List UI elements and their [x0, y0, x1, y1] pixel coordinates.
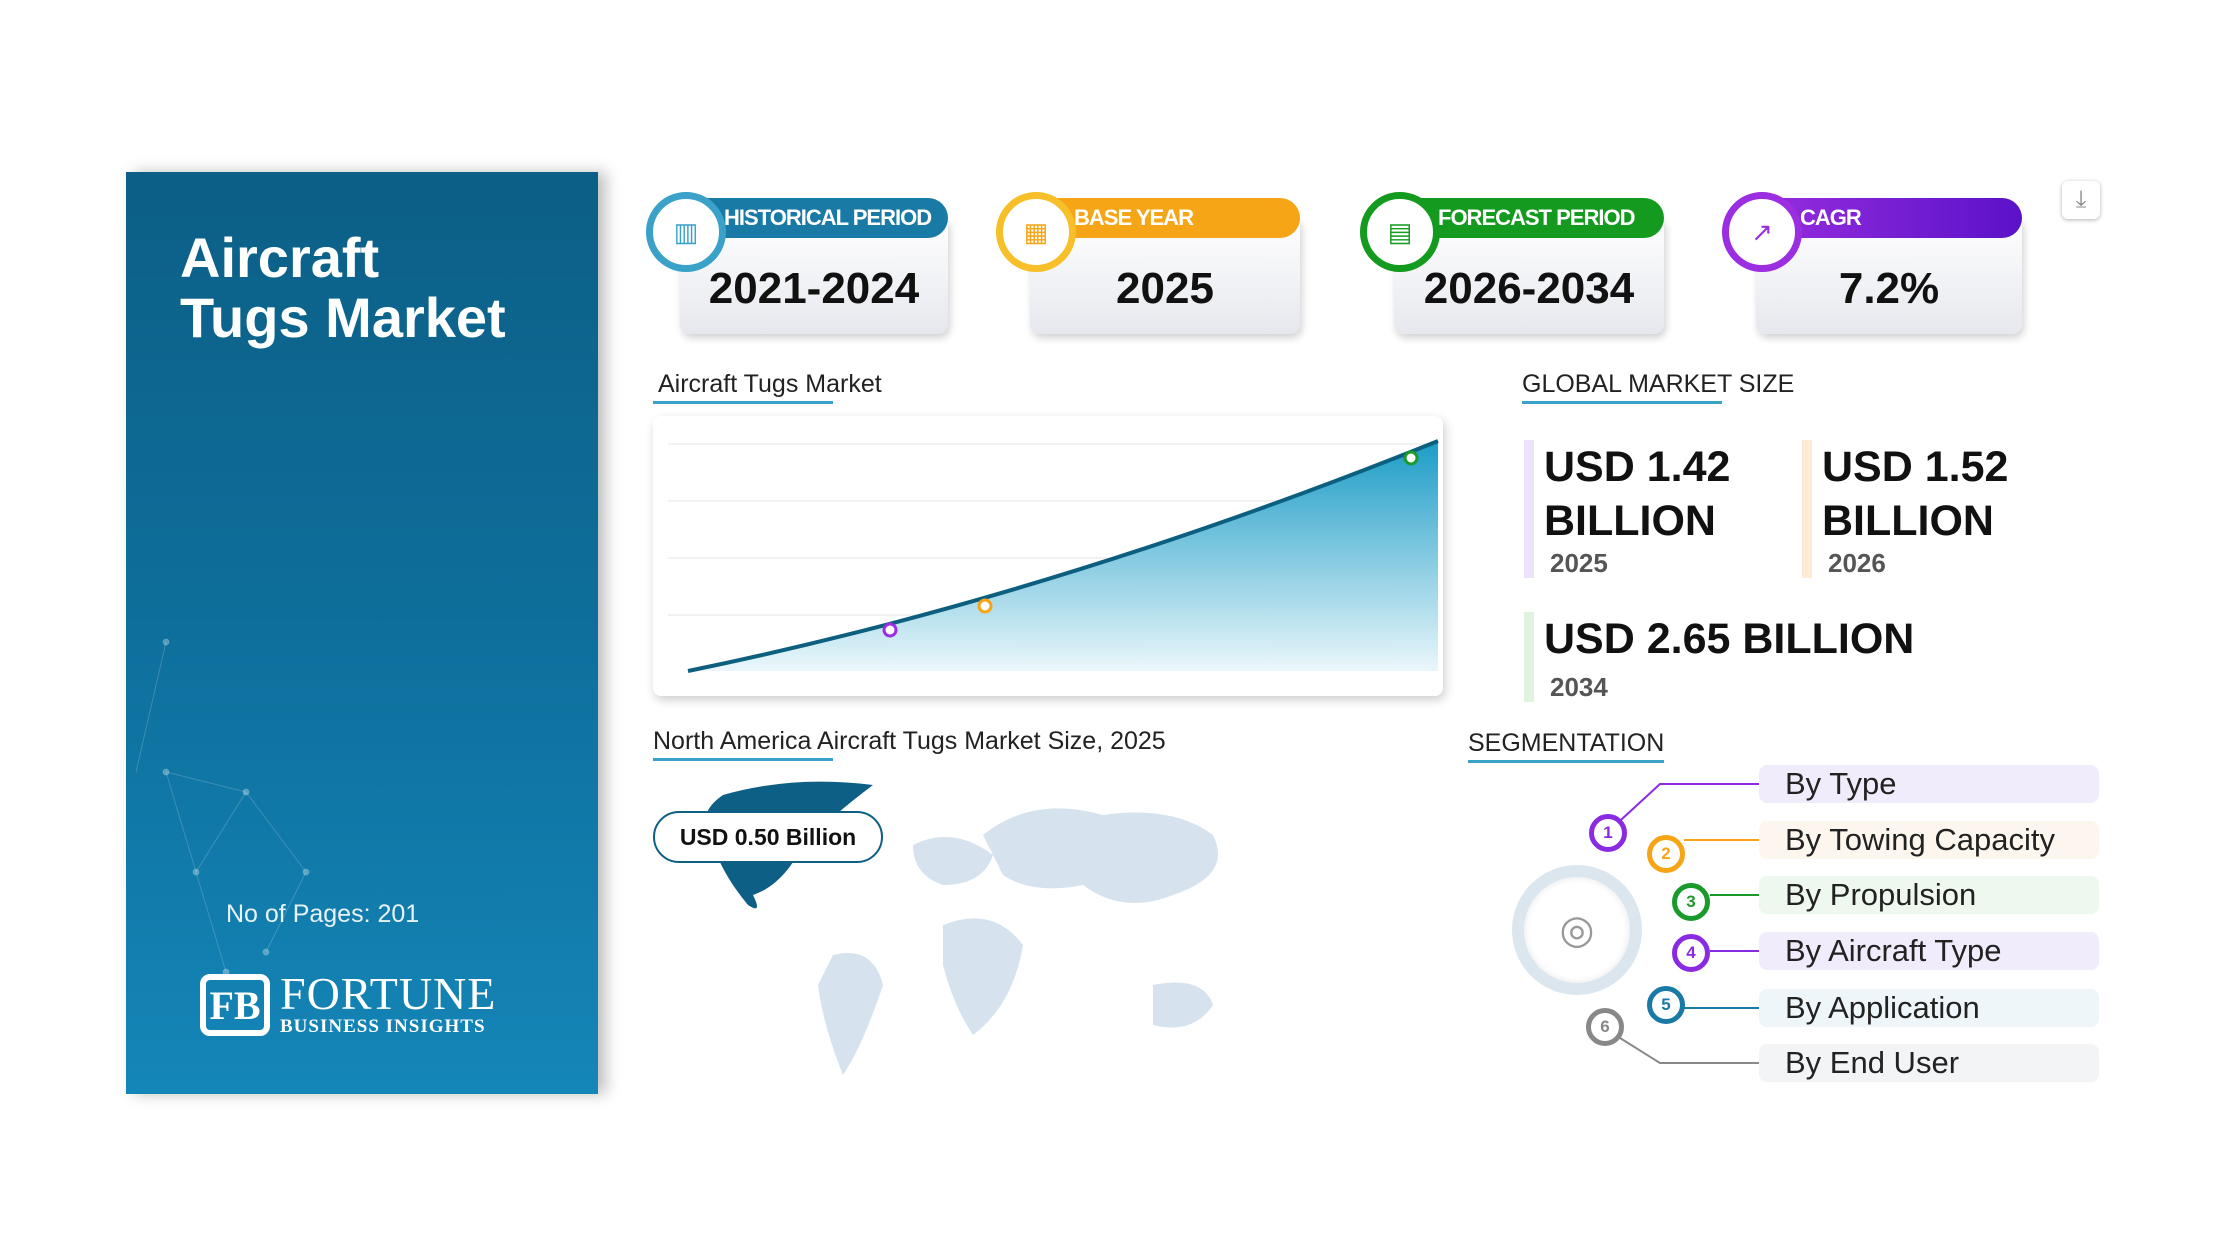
- segment-number-2: 2: [1647, 835, 1685, 873]
- card-forecast-period: FORECAST PERIOD ▤ 2026-2034: [1360, 192, 1664, 338]
- title-line-1: Aircraft: [180, 226, 380, 289]
- market-growth-chart: [653, 416, 1443, 696]
- segment-by-application[interactable]: By Application: [1759, 989, 2099, 1027]
- segment-number-6: 6: [1586, 1008, 1624, 1046]
- card-value: 2021-2024: [708, 264, 920, 313]
- report-cover-panel: Aircraft Tugs Market No of Pages: 201 FB …: [126, 172, 598, 1094]
- point-2025: [882, 622, 898, 638]
- card-cagr: CAGR ↗ 7.2%: [1722, 192, 2022, 338]
- forecast-chart-icon: ▤: [1360, 192, 1440, 272]
- segment-by-type[interactable]: By Type: [1759, 765, 2099, 803]
- point-2026: [977, 598, 993, 614]
- card-base-year: BASE YEAR ▦ 2025: [996, 192, 1300, 338]
- chart-title: Aircraft Tugs Market: [658, 370, 882, 398]
- segment-number-4: 4: [1672, 934, 1710, 972]
- market-value-2026: USD 1.52 BILLION: [1822, 443, 2009, 545]
- segment-number-5: 5: [1647, 986, 1685, 1024]
- page-count: No of Pages: 201: [226, 900, 420, 928]
- report-title: Aircraft Tugs Market: [180, 228, 506, 348]
- network-decoration: [135, 638, 310, 976]
- calendar-icon: ▦: [996, 192, 1076, 272]
- north-america-value-badge: USD 0.50 Billion: [653, 811, 883, 863]
- area-fill: [688, 441, 1438, 671]
- title-line-2: Tugs Market: [180, 286, 506, 349]
- card-historical-period: HISTORICAL PERIOD ▥ 2021-2024: [646, 192, 948, 338]
- segmentation-title: SEGMENTATION: [1468, 729, 1665, 757]
- market-2025: USD 1.42 BILLION 2025: [1524, 440, 1774, 578]
- logo-text: FORTUNE: [280, 968, 497, 1019]
- bar-chart-icon: ▥: [646, 192, 726, 272]
- market-year-2026: 2026: [1828, 548, 1886, 578]
- global-market-size-title: GLOBAL MARKET SIZE: [1522, 370, 1795, 398]
- fortune-logo: FB FORTUNE BUSINESS INSIGHTS: [200, 968, 497, 1038]
- map-title: North America Aircraft Tugs Market Size,…: [653, 727, 1166, 755]
- card-value: 2025: [1116, 264, 1214, 313]
- market-value-2025: USD 1.42 BILLION: [1544, 443, 1731, 545]
- segment-by-aircraft-type[interactable]: By Aircraft Type: [1759, 932, 2099, 970]
- segment-connectors: [1609, 783, 1759, 1064]
- segment-by-towing-capacity[interactable]: By Towing Capacity: [1759, 821, 2099, 859]
- growth-chart-icon: ↗: [1722, 192, 1802, 272]
- segment-number-3: 3: [1672, 883, 1710, 921]
- logo-mark-icon: FB: [200, 974, 270, 1036]
- segment-by-end-user[interactable]: By End User: [1759, 1044, 2099, 1082]
- segment-by-propulsion[interactable]: By Propulsion: [1759, 876, 2099, 914]
- logo-subtext: BUSINESS INSIGHTS: [280, 1016, 486, 1037]
- market-year-2034: 2034: [1550, 672, 1608, 702]
- market-2034: USD 2.65 BILLION 2034: [1524, 612, 1914, 702]
- market-2026: USD 1.52 BILLION 2026: [1802, 440, 2052, 578]
- trend-line: [687, 439, 1439, 673]
- segment-number-1: 1: [1589, 814, 1627, 852]
- download-icon[interactable]: ⤓: [2062, 181, 2100, 219]
- market-value-2034: USD 2.65 BILLION: [1544, 615, 1915, 663]
- market-year-2025: 2025: [1550, 548, 1608, 578]
- card-value: 2026-2034: [1423, 264, 1635, 313]
- point-2034: [1403, 450, 1419, 466]
- card-value: 7.2%: [1838, 264, 1940, 313]
